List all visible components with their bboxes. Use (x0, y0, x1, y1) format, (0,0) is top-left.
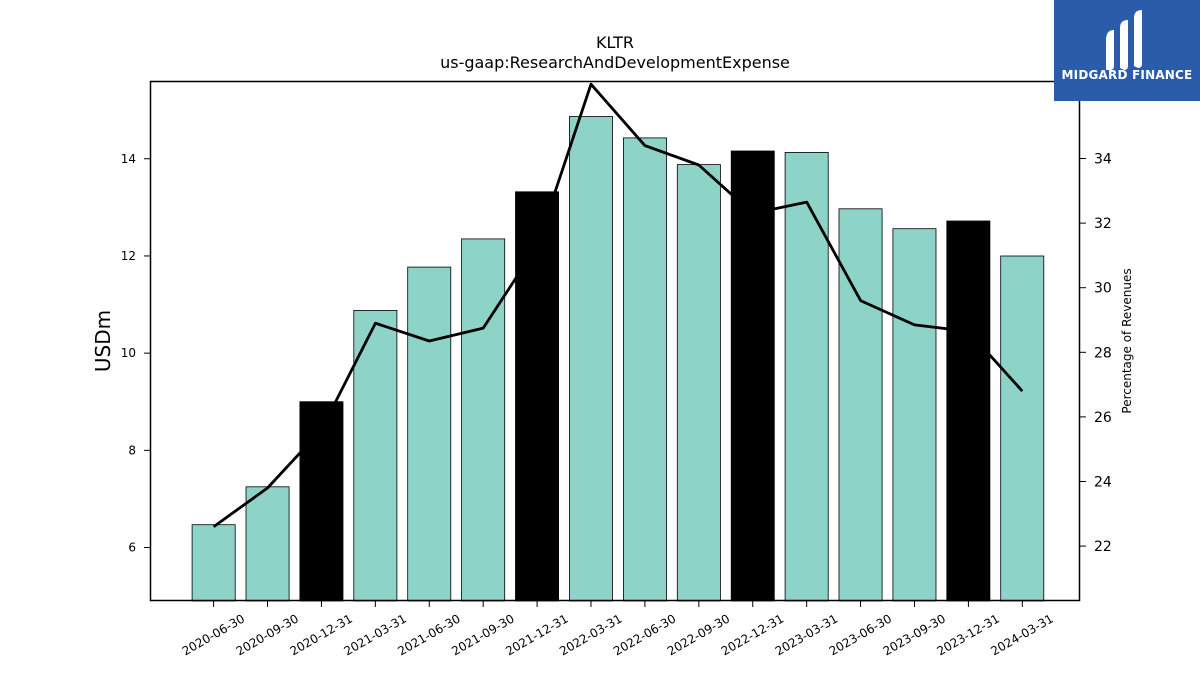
y-axis-label: USDm (91, 310, 115, 372)
y-tick-label: 6 (128, 541, 136, 555)
bar (299, 401, 344, 602)
bar (515, 191, 559, 602)
bar (461, 238, 506, 602)
bar (946, 220, 991, 602)
bar (892, 228, 937, 602)
bar (784, 151, 829, 602)
y-axis-ticks: 6 8 10 12 14 (121, 152, 150, 555)
bar (353, 309, 398, 602)
bar-series (191, 116, 1045, 602)
midgard-logo-icon (1054, 0, 1200, 101)
percentage-line (212, 82, 1024, 528)
bar (1000, 255, 1045, 602)
y2-tick-label: 28 (1094, 345, 1112, 361)
bar (569, 116, 613, 602)
y2-tick-label: 24 (1094, 474, 1112, 490)
y2-tick-label: 22 (1094, 539, 1112, 555)
y2-tick-label: 26 (1094, 410, 1112, 426)
chart-title: KLTR (596, 33, 634, 52)
bar (676, 164, 721, 602)
y-tick-label: 12 (121, 249, 136, 263)
y2-axis-ticks: 22 24 26 28 30 32 34 (1080, 152, 1112, 555)
chart-subtitle: us-gaap:ResearchAndDevelopmentExpense (440, 53, 790, 72)
y2-tick-label: 32 (1094, 216, 1112, 232)
y-tick-label: 14 (121, 152, 136, 166)
y-tick-label: 10 (121, 346, 136, 360)
bar (838, 208, 883, 602)
bar (730, 150, 775, 602)
bar (191, 524, 236, 602)
y-tick-label: 8 (128, 443, 136, 457)
bar (245, 486, 290, 602)
line-series (212, 82, 1024, 528)
x-axis-ticks: 2020-06-302020-09-302020-12-312021-03-31… (180, 601, 1056, 658)
bar (623, 137, 667, 602)
brand-logo: MIDGARD FINANCE (1054, 0, 1200, 101)
y2-axis-label: Percentage of Revenues (1120, 268, 1134, 413)
bar (407, 266, 452, 602)
y2-tick-label: 34 (1094, 152, 1112, 168)
y2-tick-label: 30 (1094, 281, 1112, 297)
plot-frame (149, 80, 1081, 602)
brand-name: MIDGARD FINANCE (1061, 68, 1193, 82)
